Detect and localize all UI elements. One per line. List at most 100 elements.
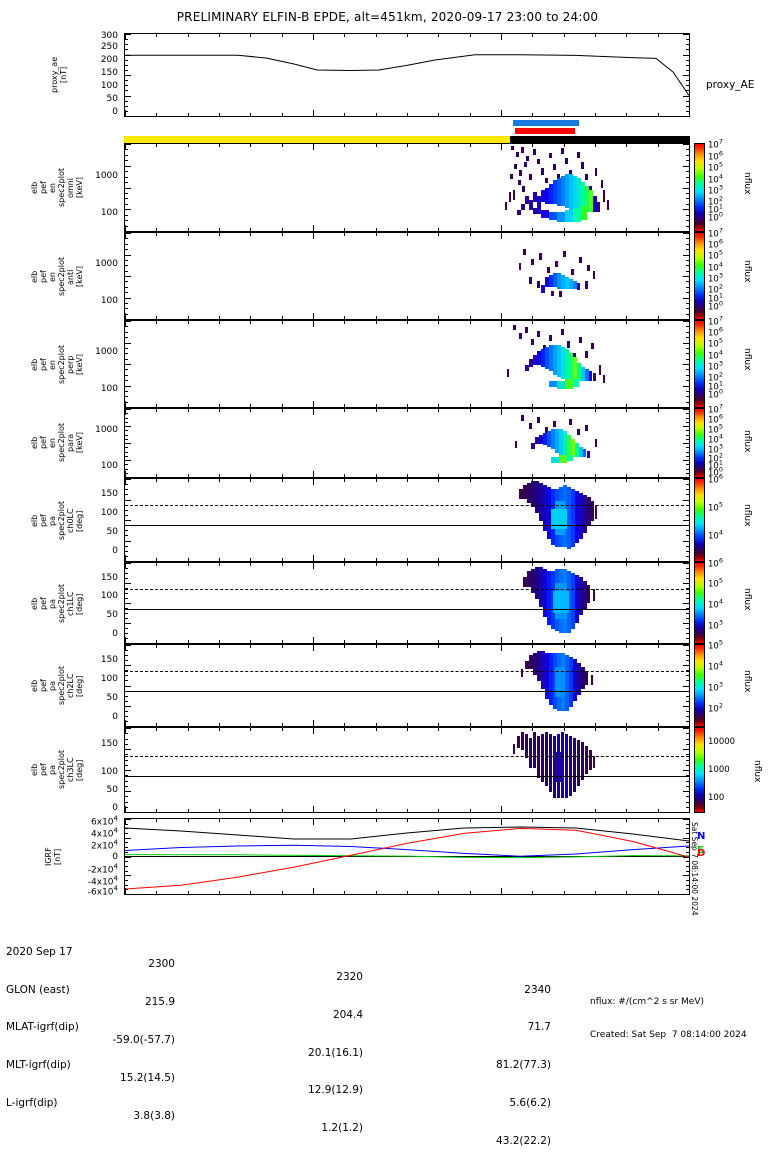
status-bar-black	[510, 136, 690, 143]
ylabel-line: spec2plot	[57, 666, 66, 706]
cbar-tick: 102	[708, 370, 723, 384]
ylabel-line: elb	[30, 181, 39, 195]
panel-en-perp[interactable]	[124, 320, 690, 408]
anti-loss-cone-line	[125, 589, 689, 590]
cbar-tick: 105	[708, 500, 723, 514]
panel-pa-ch1lc-ylabel: elb pef pa spec2plot ch1LC [deg]	[30, 568, 84, 640]
ylabel-line: spec2plot	[57, 584, 66, 624]
colorbar-title: nflux	[742, 348, 752, 371]
bottom-info-table: 2020 Sep 17 2300 2320 2340 GLON (east) 2…	[6, 908, 551, 1147]
side-date-stamp: Sat Sep 7 08:14:00 2024	[690, 822, 699, 916]
panel-en-para[interactable]	[124, 408, 690, 478]
footer-nflux-units: nflux: #/(cm^2 s sr MeV)	[590, 997, 704, 1007]
ytick: 100	[100, 296, 118, 306]
ylabel-line: elb	[30, 597, 39, 611]
ytick-mantissa: 2x10	[91, 841, 114, 852]
ytick: 250	[100, 42, 118, 52]
row-value: 2300	[148, 958, 175, 971]
cbar-tick: 103	[708, 618, 723, 632]
cbar-tick: 102	[708, 194, 723, 208]
ytick: 100	[100, 767, 118, 777]
cbar-tick: 102	[708, 701, 723, 715]
row-value: 204.4	[332, 1008, 363, 1021]
ylabel-line: proxy_ae	[50, 56, 59, 94]
footer-notes: nflux: #/(cm^2 s sr MeV) Created: Sat Se…	[590, 975, 747, 1052]
colorbar-en-perp[interactable]	[694, 320, 705, 408]
cbar-tick: 101	[708, 202, 723, 216]
panel-igrf[interactable]	[124, 818, 690, 895]
anti-loss-cone-line	[125, 671, 689, 672]
colorbar-pa-ch1lc[interactable]	[694, 562, 705, 644]
loss-cone-line	[125, 525, 689, 526]
panel-pa-ch1lc[interactable]	[124, 562, 690, 644]
colorbar-pa-ch2lc[interactable]	[694, 644, 705, 727]
ylabel-line: pa	[48, 765, 57, 775]
ylabel-line: pef	[39, 763, 48, 777]
ytick: 100	[100, 384, 118, 394]
cbar-tick: 105	[708, 160, 723, 174]
ylabel-line: [nT]	[59, 66, 68, 84]
ytick: 4x104	[91, 826, 118, 840]
ytick: -4x104	[87, 874, 118, 888]
colorbar-pa-ch0lc[interactable]	[694, 478, 705, 562]
ytick: 50	[106, 610, 118, 620]
status-bar-red	[515, 128, 575, 134]
igrf-legend-e: E	[697, 845, 704, 856]
panel-en-anti[interactable]	[124, 232, 690, 320]
ytick: 100	[100, 461, 118, 471]
table-row: 2020 Sep 17 2300 2320 2340	[6, 933, 551, 996]
colorbar-en-anti[interactable]	[694, 232, 705, 320]
row-label: 2020 Sep 17	[6, 945, 73, 958]
colorbar-title: nflux	[742, 670, 752, 693]
panel-pa-ch3lc[interactable]	[124, 727, 690, 813]
cbar-tick: 10000	[708, 737, 736, 747]
colorbar-en-para[interactable]	[694, 408, 705, 478]
ylabel-line: en	[48, 360, 57, 370]
panel-en-omni[interactable]	[124, 143, 690, 232]
cbar-tick: 105	[708, 336, 723, 350]
ylabel-line: spec2plot	[57, 501, 66, 541]
row-value: 12.9(12.9)	[308, 1084, 363, 1097]
igrf-traces	[125, 826, 689, 890]
row-value: 71.7	[527, 1021, 551, 1034]
status-bar-yellow	[124, 136, 510, 143]
ytick: 0	[112, 107, 118, 117]
panel-pa-ch3lc-ylabel: elb pef pa spec2plot ch3LC [deg]	[30, 733, 84, 807]
ytick: 100	[100, 81, 118, 91]
cbar-tick: 106	[708, 412, 723, 426]
cbar-tick: 103	[708, 680, 723, 694]
cbar-tick: 103	[708, 183, 723, 197]
ytick-mantissa: 6x10	[91, 817, 114, 828]
ylabel-line: elb	[30, 679, 39, 693]
colorbar-en-omni[interactable]	[694, 143, 705, 232]
ylabel-line: pa	[48, 681, 57, 691]
ylabel-line: pa	[48, 599, 57, 609]
en-omni-spectrogram	[505, 146, 609, 222]
cbar-tick: 100	[708, 465, 723, 479]
cbar-tick: 105	[708, 248, 723, 262]
cbar-tick: 103	[708, 271, 723, 285]
ytick: 1000	[95, 347, 118, 357]
pa-ch3lc-spectrogram	[513, 732, 595, 798]
ytick: 100	[100, 208, 118, 218]
ytick: 6x104	[91, 814, 118, 828]
panel-proxy-ae[interactable]	[124, 33, 690, 117]
pa-ch1lc-spectrogram	[523, 567, 595, 633]
ylabel-line: ch0LC	[66, 508, 75, 534]
ytick: 150	[100, 573, 118, 583]
colorbar-pa-ch3lc[interactable]	[694, 727, 705, 813]
cbar-tick: 107	[708, 314, 723, 328]
cbar-tick: 107	[708, 137, 723, 151]
ytick: 300	[100, 31, 118, 41]
proxy-ae-trace	[125, 54, 689, 96]
ylabel-line: pef	[39, 597, 48, 611]
anti-loss-cone-line	[125, 756, 689, 757]
panel-pa-ch2lc[interactable]	[124, 644, 690, 727]
row-value: -59.0(-57.7)	[112, 1033, 175, 1046]
table-row: L-igrf(dip) 3.8(3.8) 1.2(1.2) 43.2(22.2)	[6, 1084, 551, 1147]
cbar-tick: 106	[708, 325, 723, 339]
row-value: 81.2(77.3)	[496, 1059, 551, 1072]
ylabel-line: ch2LC	[66, 673, 75, 699]
panel-pa-ch0lc[interactable]	[124, 478, 690, 562]
row-value: 2320	[336, 970, 363, 983]
